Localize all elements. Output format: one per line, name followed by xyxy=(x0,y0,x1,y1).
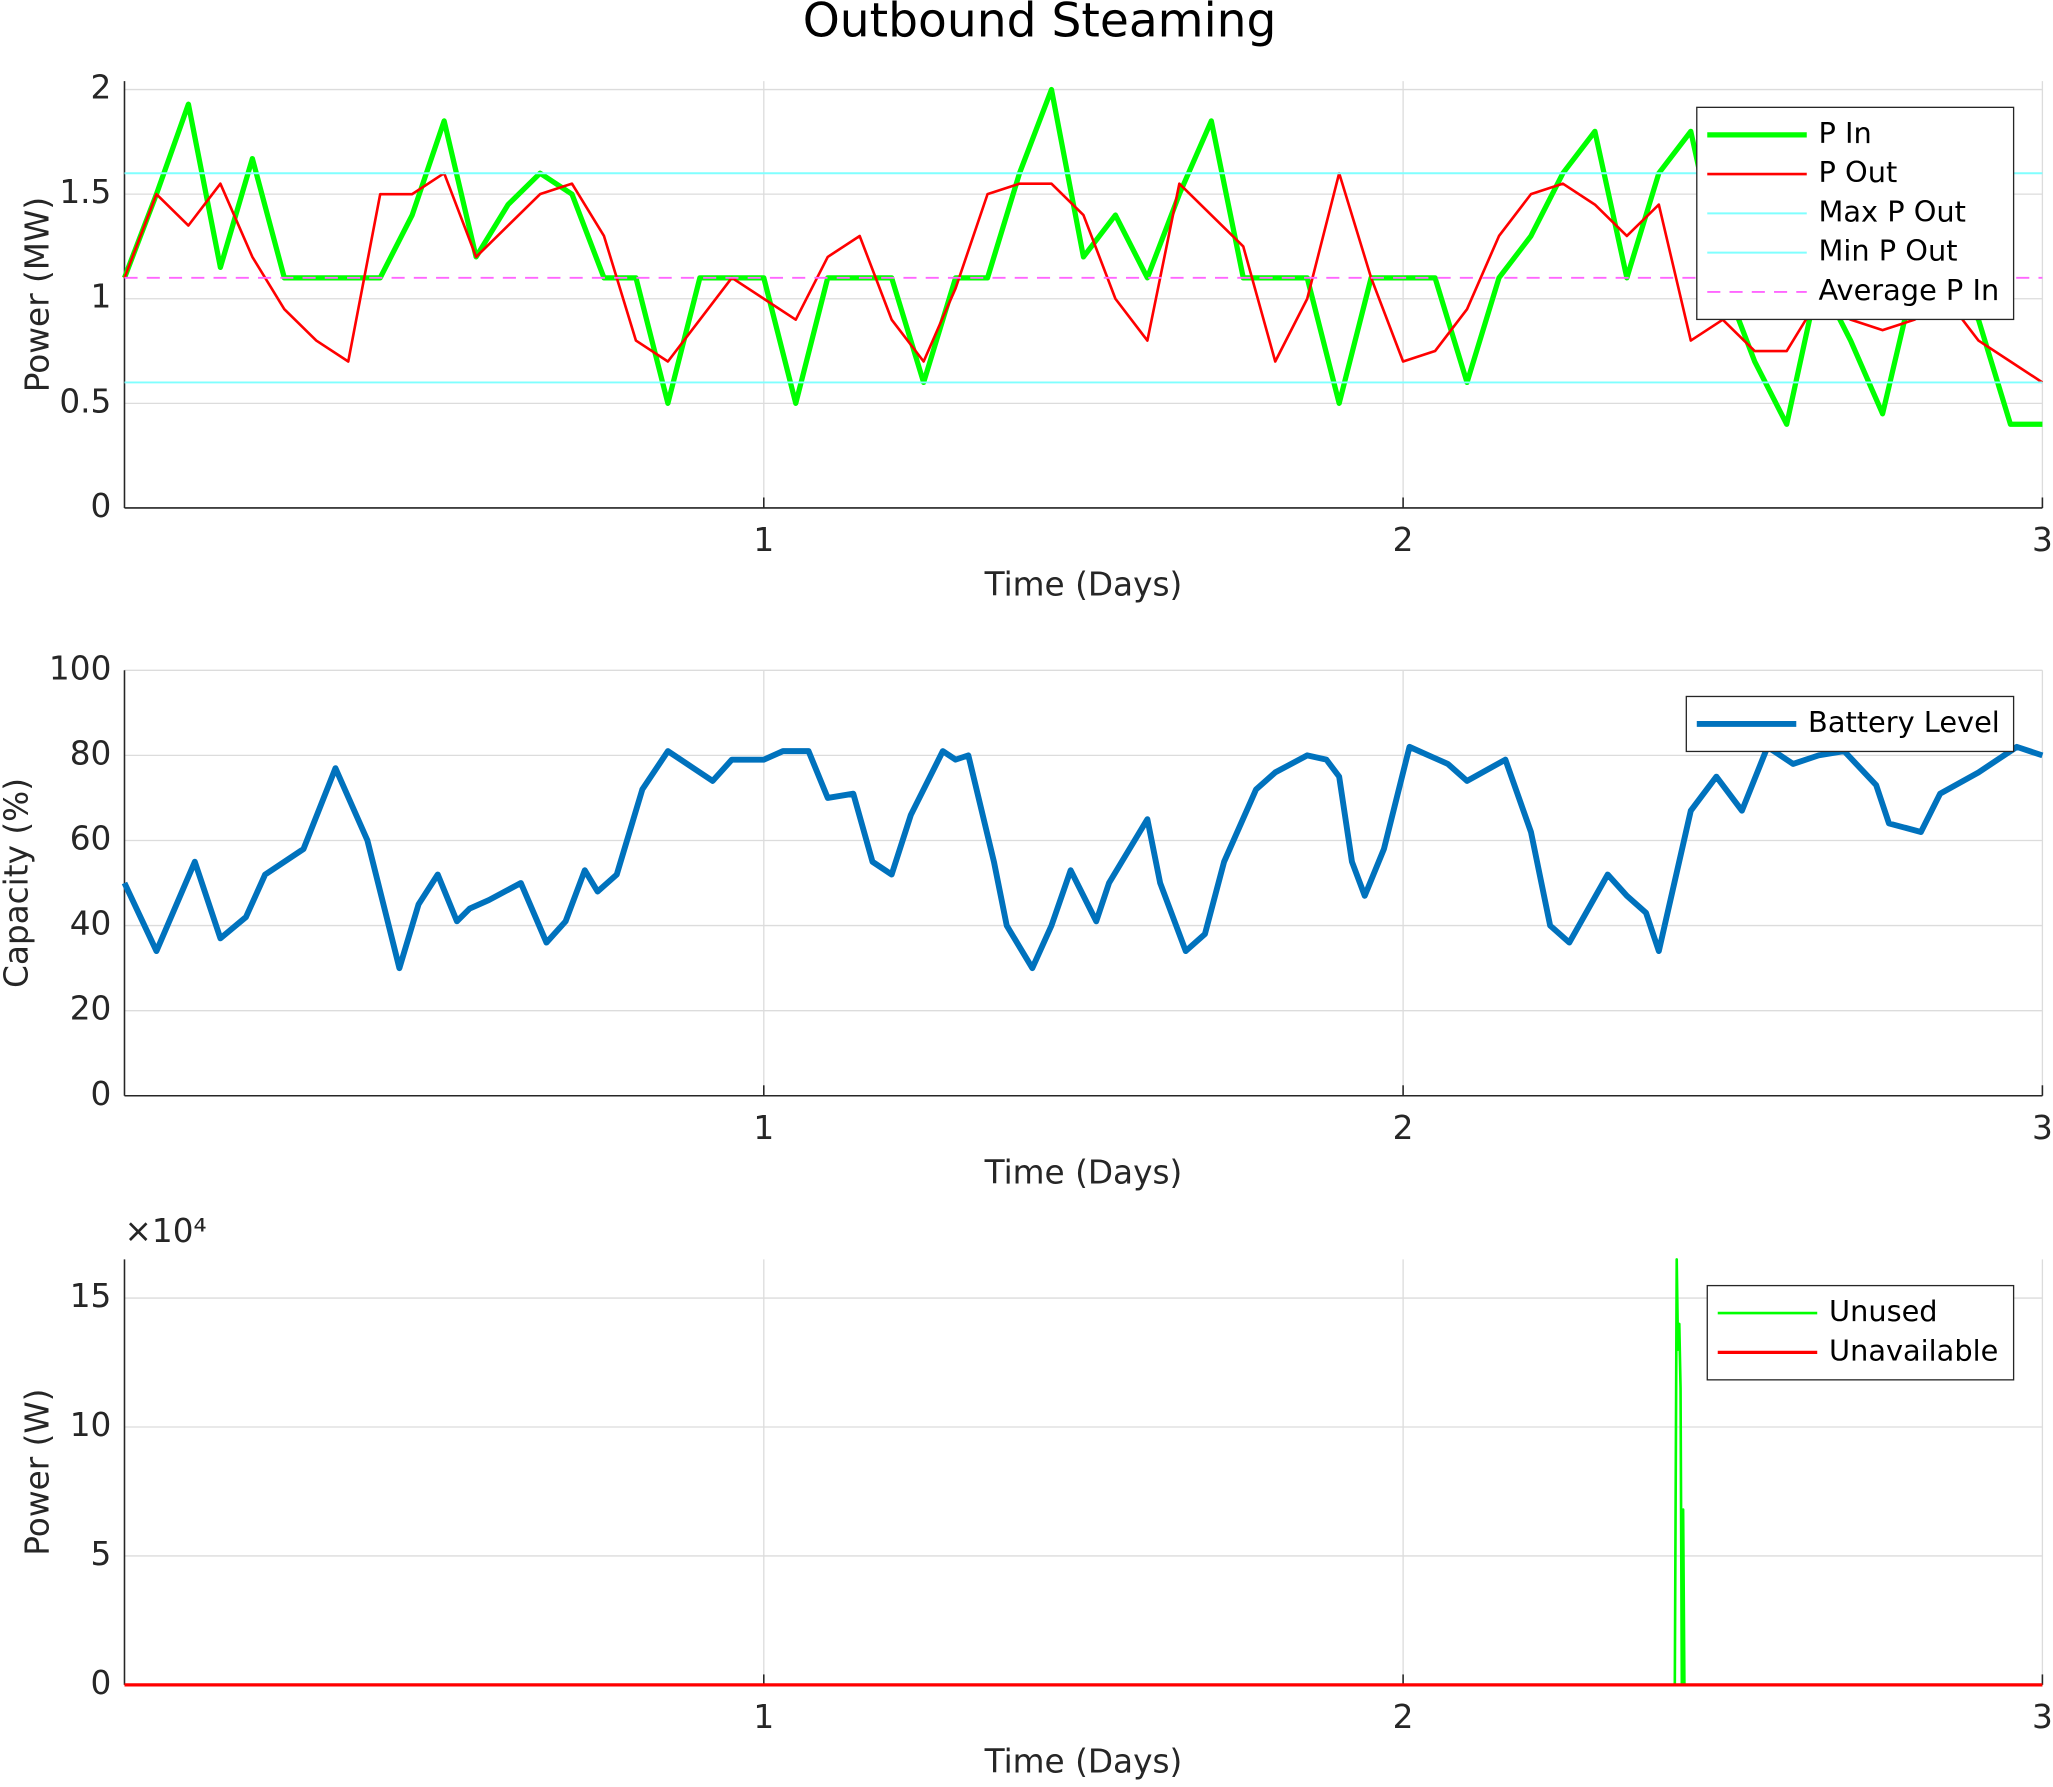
y-axis-label: Power (W) xyxy=(18,1389,56,1556)
x-axis-label: Time (Days) xyxy=(984,1153,1183,1191)
y-tick-label: 100 xyxy=(49,649,111,687)
y-tick-label: 80 xyxy=(70,734,112,772)
y-tick-label: 1 xyxy=(91,278,112,316)
y-axis-label: Power (MW) xyxy=(18,197,56,392)
legend: P In P Out Max P Out Min P Out Average P In xyxy=(1696,106,2015,321)
legend-label: Unavailable xyxy=(1829,1333,1998,1367)
y-tick-label: 1.5 xyxy=(59,173,111,211)
y-tick-label: 0 xyxy=(91,1075,112,1113)
series-line xyxy=(124,1258,2043,1687)
x-axis-label: Time (Days) xyxy=(984,1742,1183,1780)
legend-label: Battery Level xyxy=(1808,705,2000,739)
x-tick-label: 3 xyxy=(2032,521,2053,559)
x-tick-label: 3 xyxy=(2032,1109,2053,1147)
y-tick-label: 40 xyxy=(70,905,112,943)
y-tick-label: 20 xyxy=(70,990,112,1028)
legend-label: P In xyxy=(1819,116,1872,150)
legend-box xyxy=(1706,1284,2015,1381)
y-tick-label: 60 xyxy=(70,819,112,857)
y-tick-label: 0.5 xyxy=(59,382,111,420)
x-tick-label: 3 xyxy=(2032,1698,2053,1736)
y-tick-label: 2 xyxy=(91,69,112,107)
y-axis-label: Capacity (%) xyxy=(0,778,35,988)
x-axis-label: Time (Days) xyxy=(984,566,1183,604)
x-tick-label: 1 xyxy=(753,521,774,559)
legend-label: Max P Out xyxy=(1819,194,1966,228)
chart-title: Outbound Steaming xyxy=(803,0,1277,49)
x-tick-label: 1 xyxy=(753,1698,774,1736)
y-tick-label: 5 xyxy=(91,1535,112,1573)
x-tick-label: 2 xyxy=(1393,521,1414,559)
legend-label: P Out xyxy=(1819,155,1898,189)
legend: Battery Level xyxy=(1685,695,2015,753)
x-tick-label: 2 xyxy=(1393,1109,1414,1147)
y-tick-label: 0 xyxy=(91,487,112,525)
x-tick-label: 1 xyxy=(753,1109,774,1147)
x-tick-label: 2 xyxy=(1393,1698,1414,1736)
legend-label: Unused xyxy=(1829,1294,1938,1328)
legend-label: Average P In xyxy=(1819,273,2000,307)
y-tick-label: 10 xyxy=(70,1406,112,1444)
legend: Unused Unavailable xyxy=(1706,1284,2015,1381)
exponent-label: ×10⁴ xyxy=(124,1212,206,1250)
y-tick-label: 0 xyxy=(91,1664,112,1702)
legend-label: Min P Out xyxy=(1819,234,1958,268)
y-tick-label: 15 xyxy=(70,1277,112,1315)
series-line xyxy=(121,743,2044,972)
